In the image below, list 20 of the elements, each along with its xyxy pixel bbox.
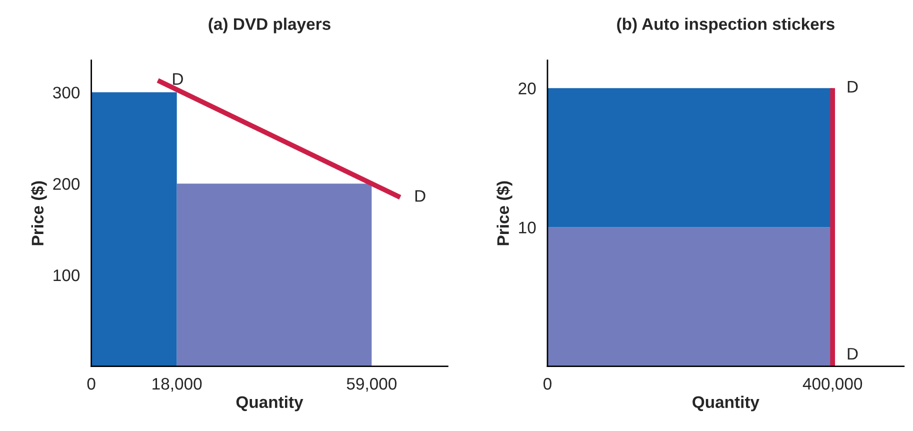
y-tick-label: 10	[519, 222, 536, 234]
y-axis-title: Price ($)	[31, 181, 47, 246]
x-tick-label: 0	[543, 378, 552, 390]
x-tick-label: 59,000	[346, 378, 396, 392]
y-tick-label: 20	[518, 82, 536, 94]
annotation: D	[415, 190, 426, 202]
x-axis-title: Quantity	[236, 396, 304, 412]
y-tick-label: 100	[54, 269, 80, 282]
annotation: D	[173, 73, 183, 85]
annotation: D	[848, 81, 858, 92]
x-tick-label: 400,000	[802, 378, 862, 392]
y-tick-label: 200	[53, 178, 80, 190]
y-tick-label: 300	[53, 86, 80, 99]
x-axis-title: Quantity	[692, 396, 760, 412]
x-tick-label: 0	[87, 378, 96, 390]
chart-title: (a) DVD players	[208, 18, 330, 34]
x-tick-label: 18,000	[152, 378, 202, 392]
chart-title: (b) Auto inspection stickers	[617, 18, 834, 34]
annotation: D	[848, 348, 858, 360]
y-axis-title: Price ($)	[496, 181, 512, 246]
